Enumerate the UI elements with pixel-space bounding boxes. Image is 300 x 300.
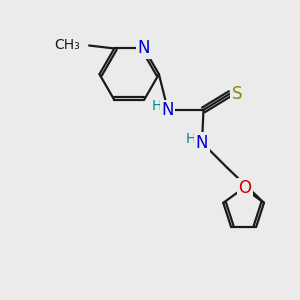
Text: O: O (238, 179, 252, 197)
Text: N: N (196, 134, 208, 152)
Text: N: N (138, 40, 150, 58)
Text: N: N (162, 101, 174, 119)
Text: CH₃: CH₃ (54, 38, 80, 52)
Text: H: H (152, 99, 162, 113)
Text: H: H (185, 132, 196, 146)
Text: S: S (232, 85, 242, 103)
